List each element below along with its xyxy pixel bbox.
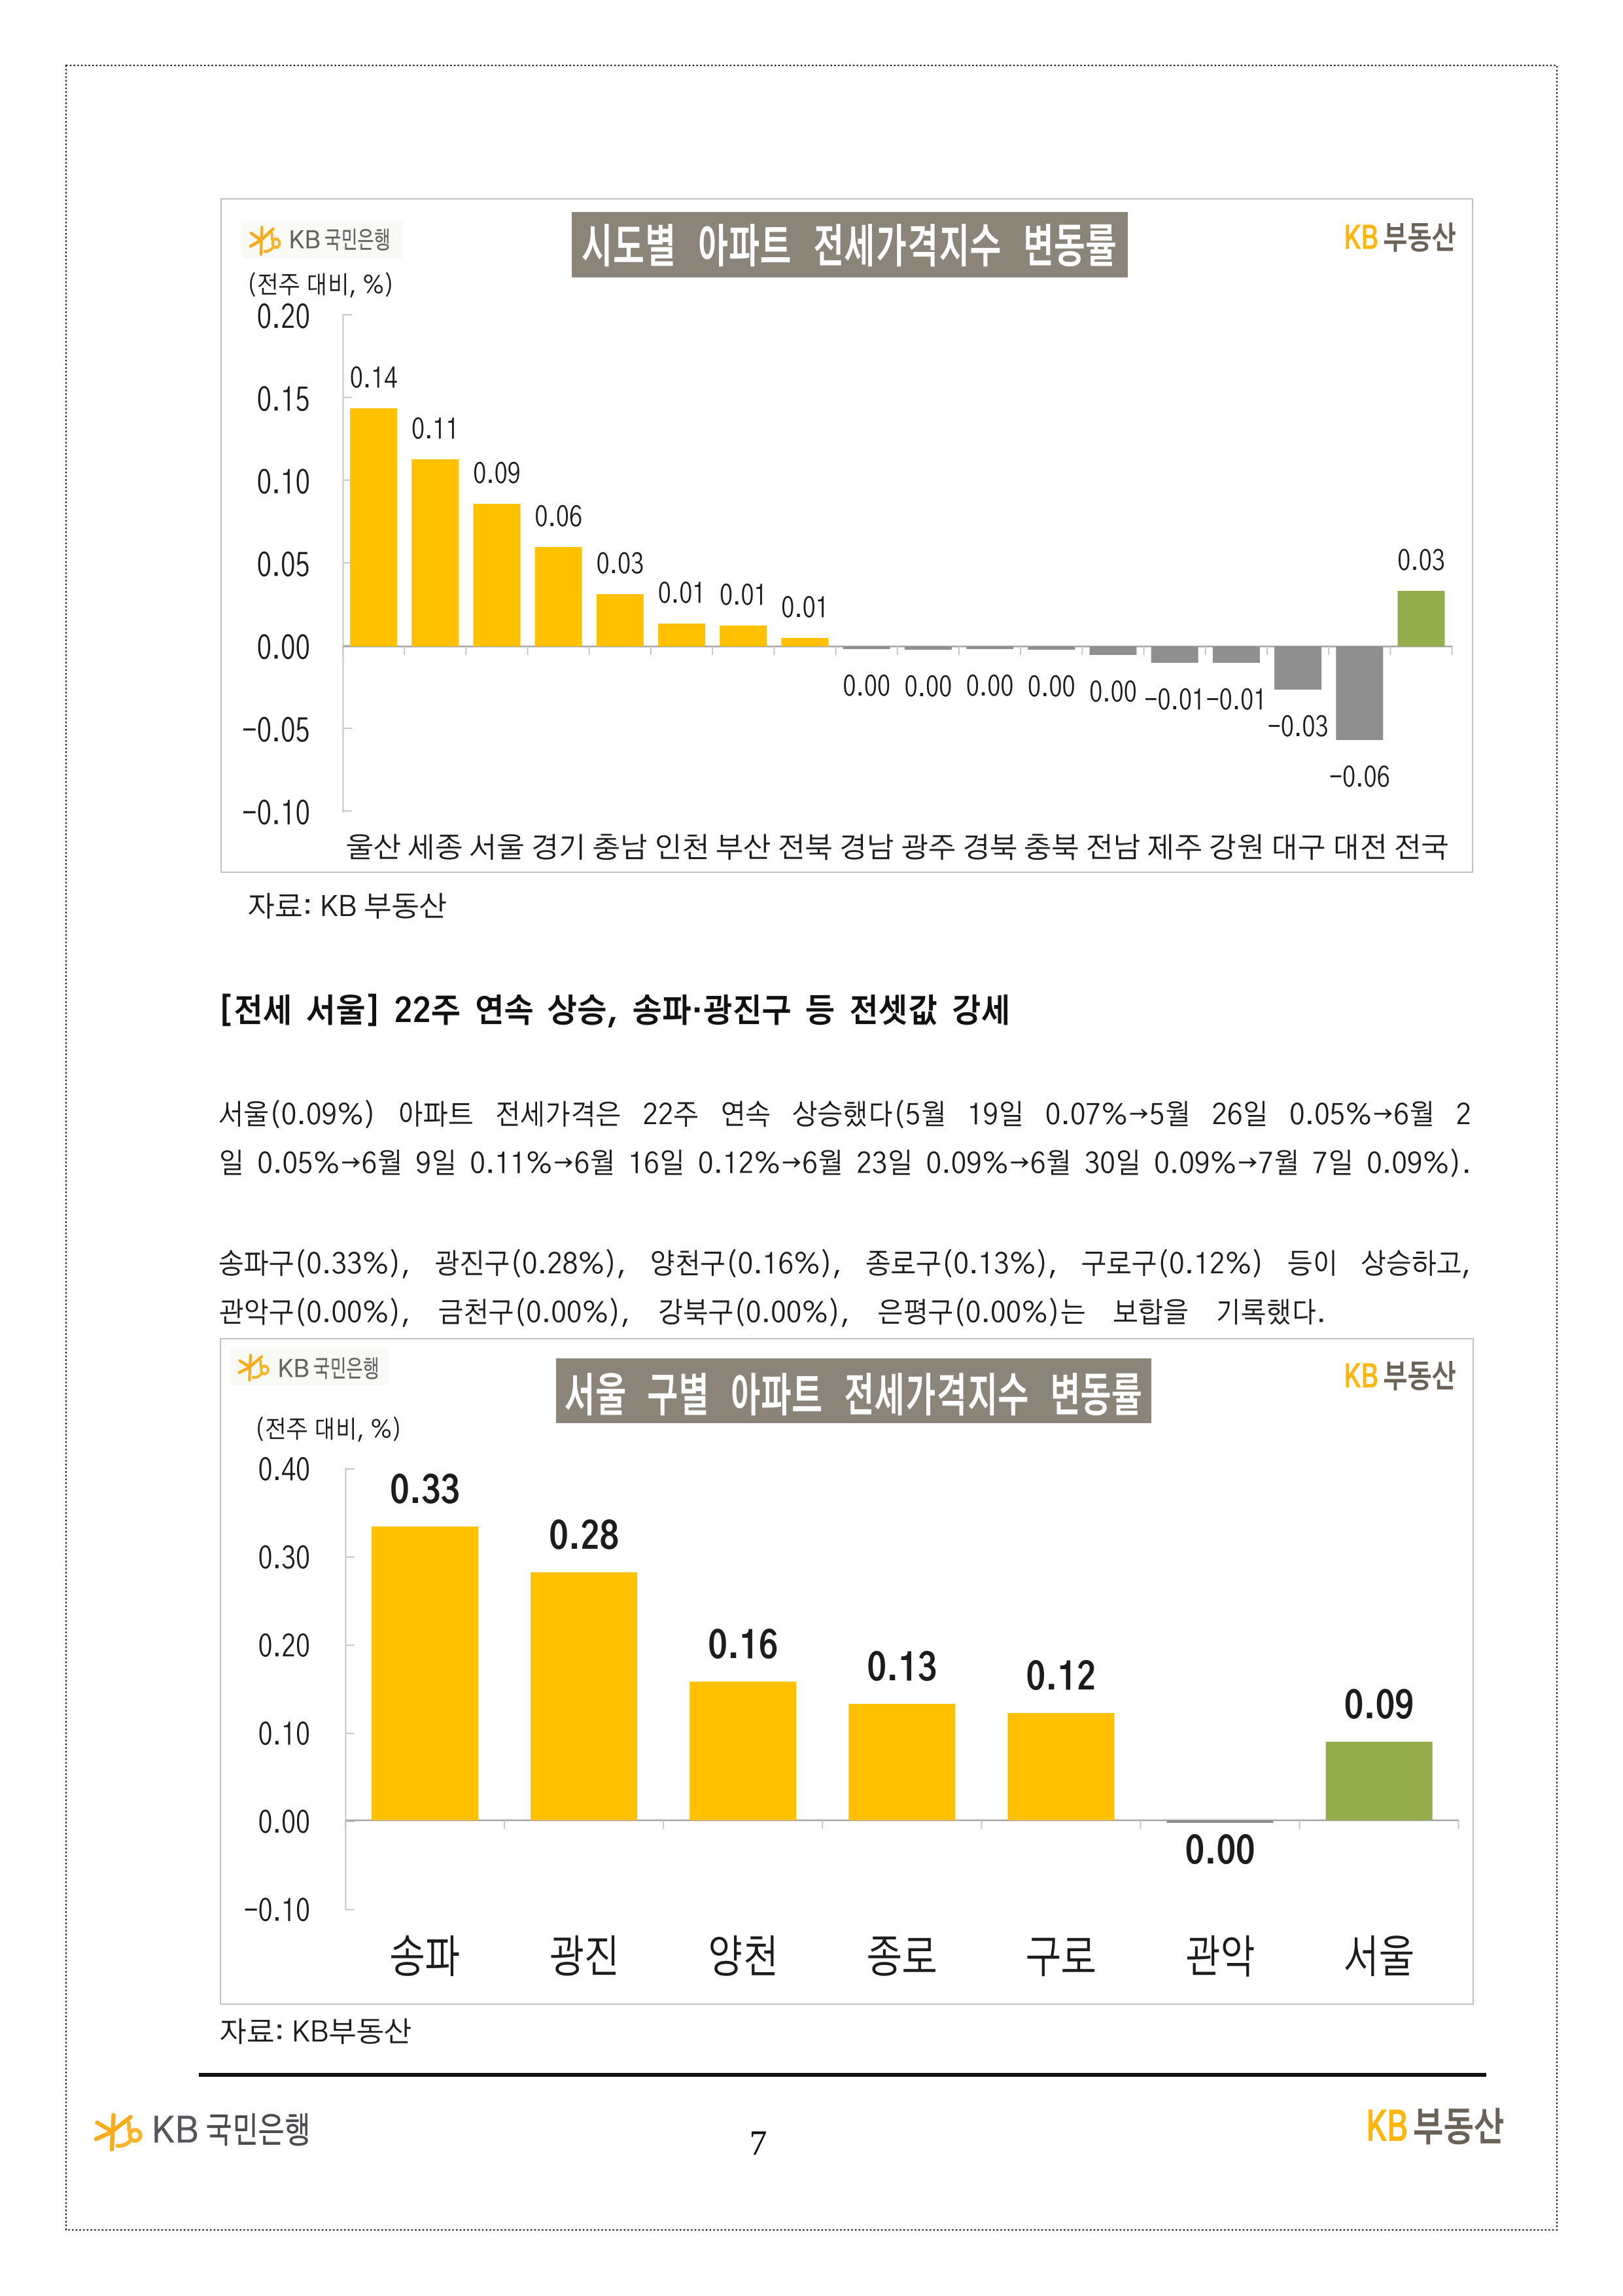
svg-text:7: 7 bbox=[750, 2123, 767, 2163]
